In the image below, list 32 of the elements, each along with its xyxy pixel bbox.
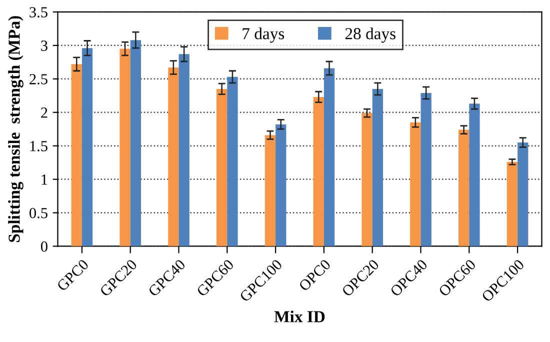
bar [518, 142, 528, 246]
bar [178, 54, 190, 246]
bar [420, 92, 432, 246]
bar [469, 104, 480, 246]
y-tick-label: 3.5 [30, 7, 48, 18]
bar [71, 64, 82, 246]
legend-label: 28 days [345, 28, 396, 43]
y-tick-label: 0 [40, 241, 48, 252]
bar [227, 76, 238, 246]
bar [313, 96, 324, 246]
y-tick-label: 2.5 [30, 74, 48, 84]
y-tick-label: 2 [41, 108, 48, 118]
bar [506, 162, 518, 246]
bar [372, 88, 383, 246]
bar [458, 130, 470, 246]
bar [82, 48, 93, 246]
bar [216, 88, 228, 246]
y-tick-label: 1.5 [30, 141, 48, 152]
x-axis-title: Mix ID [274, 310, 325, 322]
legend-label: 7 days [242, 28, 284, 43]
bar [130, 40, 141, 246]
bar [362, 113, 372, 246]
bar [410, 122, 421, 246]
bar [264, 135, 276, 246]
bar [276, 124, 286, 246]
y-tick-label: 3 [41, 40, 48, 51]
y-tick-label: 1 [42, 174, 48, 185]
bar [168, 68, 179, 246]
y-tick-label: 0.5 [30, 208, 48, 218]
bar [324, 68, 335, 246]
y-axis-title: Splitting tensile strength (MPa) [8, 16, 24, 242]
bar [120, 48, 130, 246]
